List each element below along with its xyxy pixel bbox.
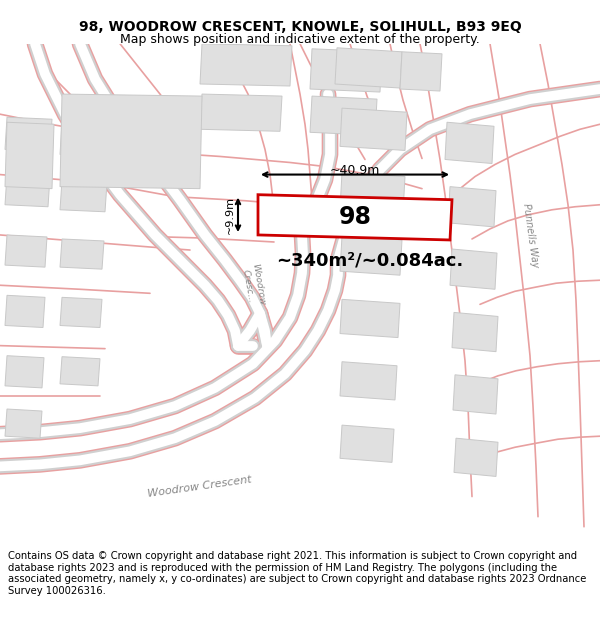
Text: ~9.9m: ~9.9m bbox=[225, 196, 235, 234]
Polygon shape bbox=[5, 356, 44, 388]
Polygon shape bbox=[60, 122, 112, 156]
Polygon shape bbox=[310, 96, 377, 136]
Polygon shape bbox=[340, 108, 407, 151]
Polygon shape bbox=[60, 181, 107, 212]
Polygon shape bbox=[5, 295, 45, 328]
Polygon shape bbox=[400, 52, 442, 91]
Polygon shape bbox=[200, 44, 292, 86]
Polygon shape bbox=[340, 425, 394, 462]
Polygon shape bbox=[60, 298, 102, 328]
Polygon shape bbox=[310, 49, 382, 92]
Polygon shape bbox=[340, 173, 405, 213]
Text: Punnells Way: Punnells Way bbox=[521, 202, 539, 268]
Polygon shape bbox=[335, 48, 402, 88]
Text: Contains OS data © Crown copyright and database right 2021. This information is : Contains OS data © Crown copyright and d… bbox=[8, 551, 586, 596]
Polygon shape bbox=[258, 194, 452, 240]
Polygon shape bbox=[454, 438, 498, 476]
Polygon shape bbox=[5, 174, 50, 207]
Text: Woodrow
Cresc...: Woodrow Cresc... bbox=[240, 262, 266, 308]
Polygon shape bbox=[5, 235, 47, 267]
Polygon shape bbox=[60, 239, 104, 269]
Polygon shape bbox=[5, 409, 42, 438]
Polygon shape bbox=[448, 187, 496, 227]
Polygon shape bbox=[450, 249, 497, 289]
Polygon shape bbox=[5, 122, 54, 189]
Text: 98: 98 bbox=[338, 205, 371, 229]
Text: Map shows position and indicative extent of the property.: Map shows position and indicative extent… bbox=[120, 32, 480, 46]
Polygon shape bbox=[60, 94, 202, 189]
Text: Woodrow Crescent: Woodrow Crescent bbox=[148, 474, 253, 499]
Text: ~340m²/~0.084ac.: ~340m²/~0.084ac. bbox=[277, 251, 464, 269]
Polygon shape bbox=[340, 362, 397, 400]
Polygon shape bbox=[5, 118, 52, 151]
Polygon shape bbox=[445, 122, 494, 164]
Polygon shape bbox=[453, 375, 498, 414]
Polygon shape bbox=[60, 357, 100, 386]
Text: 98, WOODROW CRESCENT, KNOWLE, SOLIHULL, B93 9EQ: 98, WOODROW CRESCENT, KNOWLE, SOLIHULL, … bbox=[79, 20, 521, 34]
Text: ~40.9m: ~40.9m bbox=[330, 164, 380, 177]
Polygon shape bbox=[200, 94, 282, 131]
Polygon shape bbox=[340, 236, 402, 275]
Polygon shape bbox=[340, 299, 400, 338]
Polygon shape bbox=[452, 312, 498, 352]
